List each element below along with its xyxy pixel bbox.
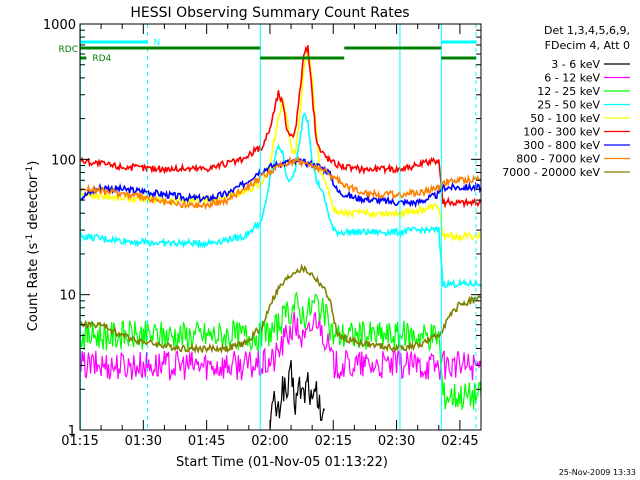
y-axis-label-sup2: -1 — [25, 166, 35, 175]
series-line-50-100-kev — [80, 50, 481, 243]
legend-label-100-300-kev: 100 - 300 keV — [523, 126, 600, 139]
flag-bar-rdc — [344, 46, 442, 50]
flag-bar-rdc — [80, 46, 261, 50]
series-line-100-300-kev — [80, 45, 481, 209]
flag-bar-rd4 — [260, 56, 345, 60]
series-line-300-800-kev — [80, 158, 481, 209]
legend-label-6-12-kev: 6 - 12 keV — [544, 72, 600, 85]
legend-label-800-7000-kev: 800 - 7000 keV — [516, 153, 600, 166]
y-tick-label: 100 — [51, 153, 76, 168]
flag-bar-n — [80, 40, 148, 44]
plot-frame — [79, 23, 482, 431]
flag-label-rdc: RDC — [59, 45, 78, 55]
x-tick-label: 01:30 — [125, 434, 162, 449]
flag-bar-rd4 — [80, 56, 87, 60]
timestamp: 25-Nov-2009 13:33 — [559, 468, 636, 477]
legend-label-50-100-kev: 50 - 100 keV — [530, 112, 600, 125]
flag-bar-rd4 — [441, 56, 476, 60]
series-line-3-6-kev — [269, 360, 326, 430]
legend-label-3-6-kev: 3 - 6 keV — [551, 58, 600, 71]
flag-label-rd4: RD4 — [92, 54, 111, 64]
y-axis-label: Count Rate (s-1 detector-1) — [25, 161, 41, 332]
chart-title: HESSI Observing Summary Count Rates — [130, 5, 409, 21]
legend-label-7000-20000-kev: 7000 - 20000 keV — [502, 166, 600, 179]
series-line-800-7000-kev — [80, 155, 481, 211]
legend-label-25-50-kev: 25 - 50 keV — [537, 99, 600, 112]
legend-header-line-2: FDecim 4, Att 0 — [545, 39, 630, 52]
flag-bar-n — [441, 40, 476, 44]
series-line-25-50-kev — [80, 112, 481, 289]
series-line-12-25-kev — [80, 290, 481, 411]
flag-label-n: N — [154, 38, 161, 48]
x-tick-label: 02:15 — [315, 434, 352, 449]
y-axis-label-main: Count Rate (s — [26, 243, 41, 332]
legend: Det 1,3,4,5,6,9, FDecim 4, Att 0 3 - 6 k… — [502, 24, 630, 179]
series-line-6-12-kev — [80, 311, 481, 381]
legend-header-line-1: Det 1,3,4,5,6,9, — [544, 24, 630, 37]
x-axis-label: Start Time (01-Nov-05 01:13:22) — [176, 455, 388, 470]
x-tick-label: 01:15 — [61, 434, 98, 449]
x-tick-label: 02:30 — [378, 434, 415, 449]
y-tick-label: 10 — [59, 289, 76, 304]
x-tick-label: 02:00 — [251, 434, 288, 449]
y-tick-label: 1 — [68, 424, 76, 439]
y-axis-label-end: ) — [26, 161, 41, 166]
series-line-7000-20000-kev — [80, 263, 481, 355]
y-axis-label-mid: detector — [26, 174, 41, 234]
y-tick-label: 1000 — [43, 18, 76, 33]
legend-label-300-800-kev: 300 - 800 keV — [523, 139, 600, 152]
x-tick-label: 02:45 — [441, 434, 478, 449]
x-tick-label: 01:45 — [188, 434, 225, 449]
legend-label-12-25-kev: 12 - 25 keV — [537, 85, 600, 98]
y-axis-label-sup1: -1 — [25, 234, 35, 243]
